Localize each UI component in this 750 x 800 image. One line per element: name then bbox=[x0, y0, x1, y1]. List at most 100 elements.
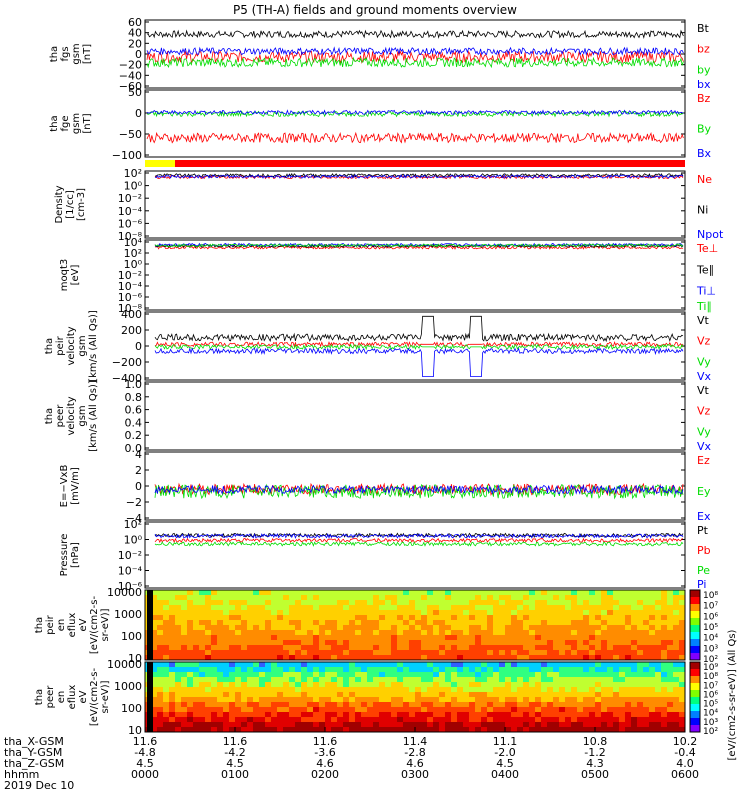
spectrum-cell bbox=[169, 605, 176, 611]
y-gsm-value: -0.4 bbox=[674, 746, 695, 759]
spectrum-cell bbox=[205, 595, 212, 601]
spectrum-cell bbox=[655, 682, 662, 688]
spectrum-cell bbox=[319, 697, 326, 703]
spectrum-cell bbox=[649, 615, 656, 621]
spectrum-cell bbox=[415, 712, 422, 718]
spectrum-cell bbox=[367, 697, 374, 703]
spectrum-cell bbox=[511, 620, 518, 626]
spectrum-cell bbox=[613, 655, 620, 661]
y-tick-label: 0.6 bbox=[125, 404, 143, 417]
spectrum-cell bbox=[643, 610, 650, 616]
spectrum-cell bbox=[379, 707, 386, 713]
spectrum-cell bbox=[643, 625, 650, 631]
spectrum-cell bbox=[355, 702, 362, 708]
spectrum-cell bbox=[223, 615, 230, 621]
spectrum-cell bbox=[247, 640, 254, 646]
spectrum-cell bbox=[331, 712, 338, 718]
spectrum-cell bbox=[625, 677, 632, 683]
spectrum-cell bbox=[469, 717, 476, 723]
spectrum-cell bbox=[307, 717, 314, 723]
spectrum-cell bbox=[361, 682, 368, 688]
spectrum-cell bbox=[607, 697, 614, 703]
spectrum-cell bbox=[337, 655, 344, 661]
spectrum-cell bbox=[283, 650, 290, 656]
spectrum-cell bbox=[415, 645, 422, 651]
spectrum-cell bbox=[499, 687, 506, 693]
spectrum-cell bbox=[391, 620, 398, 626]
spectrum-cell bbox=[475, 682, 482, 688]
spectrum-cell bbox=[265, 590, 272, 596]
spectrum-cell bbox=[619, 687, 626, 693]
spectrum-cell bbox=[289, 630, 296, 636]
spectrum-cell bbox=[259, 692, 266, 698]
spectrum-cell bbox=[505, 655, 512, 661]
spectrum-cell bbox=[259, 672, 266, 678]
spectrum-cell bbox=[193, 595, 200, 601]
spectrum-cell bbox=[463, 600, 470, 606]
spectrum-cell bbox=[367, 605, 374, 611]
spectrum-cell bbox=[163, 640, 170, 646]
spectrum-cell bbox=[535, 650, 542, 656]
legend-Ne: Ne bbox=[697, 173, 712, 186]
spectrum-cell bbox=[421, 677, 428, 683]
spectrum-cell bbox=[487, 615, 494, 621]
spectrum-cell bbox=[589, 600, 596, 606]
spectrum-cell bbox=[499, 702, 506, 708]
spectrum-cell bbox=[151, 712, 158, 718]
spectrum-cell bbox=[343, 630, 350, 636]
spectrum-cell bbox=[625, 625, 632, 631]
spectrum-cell bbox=[247, 630, 254, 636]
spectrum-cell bbox=[565, 672, 572, 678]
y-tick-label: 1000 bbox=[114, 680, 142, 693]
spectrum-cell bbox=[433, 682, 440, 688]
spectrum-cell bbox=[391, 682, 398, 688]
spectrum-cell bbox=[175, 630, 182, 636]
spectrum-cell bbox=[343, 635, 350, 641]
spectrum-cell bbox=[163, 672, 170, 678]
spectrum-cell bbox=[181, 702, 188, 708]
spectrum-cell bbox=[445, 692, 452, 698]
spectrum-cell bbox=[325, 600, 332, 606]
spectrum-cell bbox=[205, 640, 212, 646]
spectrum-cell bbox=[313, 640, 320, 646]
spectrum-cell bbox=[253, 600, 260, 606]
spectrum-cell bbox=[187, 712, 194, 718]
spectrum-cell bbox=[379, 702, 386, 708]
spectrum-cell bbox=[433, 625, 440, 631]
spectrum-cell bbox=[493, 667, 500, 673]
spectrum-cell bbox=[301, 630, 308, 636]
mode-bar-yellow bbox=[145, 160, 175, 167]
spectrum-cell bbox=[277, 635, 284, 641]
spectrum-cell bbox=[583, 662, 590, 668]
spectrum-cell bbox=[367, 645, 374, 651]
spectrum-cell bbox=[493, 702, 500, 708]
spectrum-cell bbox=[211, 702, 218, 708]
spectrum-cell bbox=[457, 610, 464, 616]
colorbar-tick-label: 10⁷ bbox=[703, 602, 718, 612]
spectrum-cell bbox=[613, 687, 620, 693]
spectrum-cell bbox=[181, 640, 188, 646]
spectrum-cell bbox=[253, 650, 260, 656]
spectrum-cell bbox=[643, 645, 650, 651]
spectrum-cell bbox=[451, 645, 458, 651]
spectrum-cell bbox=[421, 712, 428, 718]
spectrum-cell bbox=[655, 712, 662, 718]
spectrum-cell bbox=[283, 677, 290, 683]
spectrum-cell bbox=[193, 640, 200, 646]
spectrum-cell bbox=[241, 727, 248, 733]
spectrum-cell bbox=[607, 640, 614, 646]
spectrum-cell bbox=[409, 605, 416, 611]
spectrum-cell bbox=[631, 625, 638, 631]
spectrum-cell bbox=[265, 625, 272, 631]
spectrum-cell bbox=[679, 682, 686, 688]
spectrum-cell bbox=[679, 630, 686, 636]
spectrum-cell bbox=[211, 667, 218, 673]
spectrum-cell bbox=[439, 640, 446, 646]
spectrum-cell bbox=[283, 615, 290, 621]
spectrum-cell bbox=[325, 615, 332, 621]
spectrum-cell bbox=[487, 635, 494, 641]
spectrum-cell bbox=[583, 672, 590, 678]
spectrum-cell bbox=[361, 677, 368, 683]
spectrum-cell bbox=[205, 682, 212, 688]
spectrum-cell bbox=[391, 605, 398, 611]
